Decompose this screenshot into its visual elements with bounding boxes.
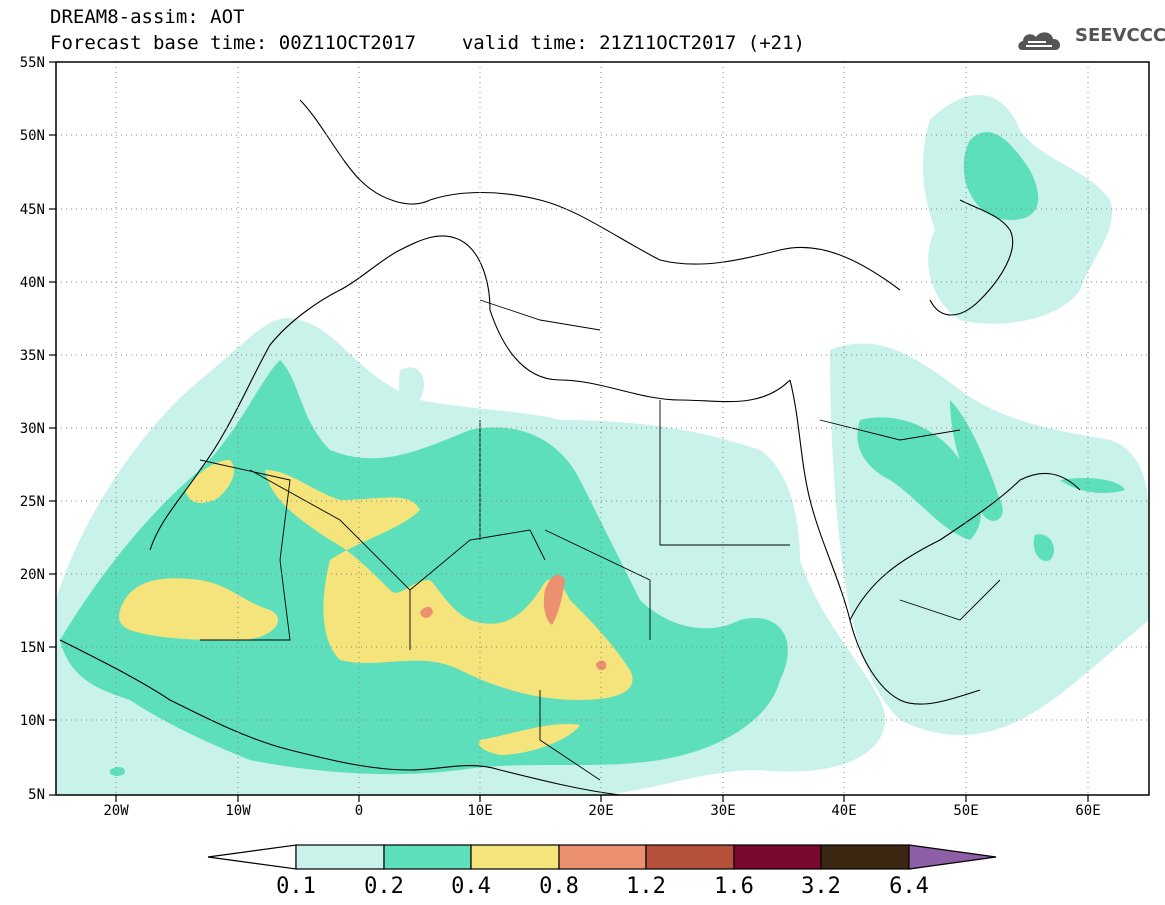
colorbar-bin-under bbox=[207, 844, 297, 870]
colorbar-label: 0.2 bbox=[364, 874, 404, 899]
colorbar-bin bbox=[295, 844, 385, 870]
base-time: Forecast base time: 00Z11OCT2017 bbox=[50, 32, 417, 54]
colorbar-bin bbox=[470, 844, 560, 870]
lon-label: 10E bbox=[467, 803, 492, 819]
lon-label: 20E bbox=[588, 803, 613, 819]
lat-label: 20N bbox=[20, 567, 45, 583]
colorbar-labels: 0.1 0.2 0.4 0.8 1.2 1.6 3.2 6.4 bbox=[276, 874, 929, 899]
lat-label: 30N bbox=[20, 421, 45, 437]
cloud-logo-icon bbox=[1018, 32, 1061, 50]
graticule bbox=[56, 62, 1149, 795]
colorbar-bin bbox=[558, 844, 647, 870]
coastlines bbox=[59, 99, 1081, 795]
colorbar-label: 0.8 bbox=[539, 874, 579, 899]
map-title: DREAM8-assim: AOT bbox=[50, 6, 245, 28]
lat-label: 10N bbox=[20, 713, 45, 729]
forecast-times: Forecast base time: 00Z11OCT2017 valid t… bbox=[50, 32, 805, 54]
aot-field-high bbox=[119, 460, 633, 755]
colorbar-bin bbox=[383, 844, 472, 870]
lon-label: 50E bbox=[953, 803, 978, 819]
lon-label: 0 bbox=[355, 803, 363, 819]
borders bbox=[199, 299, 1001, 781]
aot-field-very-high bbox=[420, 574, 607, 671]
valid-time: valid time: 21Z11OCT2017 (+21) bbox=[461, 32, 805, 54]
colorbar-bin bbox=[645, 844, 735, 870]
colorbar-label: 0.4 bbox=[451, 874, 491, 899]
lat-label: 55N bbox=[20, 55, 45, 71]
lat-label: 40N bbox=[20, 275, 45, 291]
colorbar-bin bbox=[733, 844, 822, 870]
colorbar-label: 1.6 bbox=[714, 874, 754, 899]
colorbar-label: 3.2 bbox=[801, 874, 841, 899]
lon-label: 10W bbox=[225, 803, 251, 819]
lat-label: 5N bbox=[28, 787, 45, 803]
lat-label: 15N bbox=[20, 640, 45, 656]
longitude-labels: 20W 10W 0 10E 20E 30E 40E 50E 60E bbox=[103, 803, 1100, 819]
lat-label: 35N bbox=[20, 348, 45, 364]
lat-label: 45N bbox=[20, 202, 45, 218]
lon-label: 40E bbox=[831, 803, 856, 819]
lat-label: 25N bbox=[20, 494, 45, 510]
axis-ticks bbox=[49, 61, 1089, 802]
lon-label: 30E bbox=[710, 803, 735, 819]
colorbar-bin-over bbox=[908, 844, 997, 870]
colorbar-label: 0.1 bbox=[276, 874, 316, 899]
colorbar-label: 6.4 bbox=[889, 874, 929, 899]
lon-label: 20W bbox=[103, 803, 129, 819]
latitude-labels: 55N 50N 45N 40N 35N 30N 25N 20N 15N 10N … bbox=[20, 55, 45, 803]
colorbar-bin bbox=[820, 844, 910, 870]
colorbar-label: 1.2 bbox=[626, 874, 666, 899]
lon-label: 60E bbox=[1075, 803, 1100, 819]
lat-label: 50N bbox=[20, 128, 45, 144]
logo-text: SEEVCCC bbox=[1075, 25, 1165, 46]
colorbar-bins bbox=[207, 844, 997, 870]
